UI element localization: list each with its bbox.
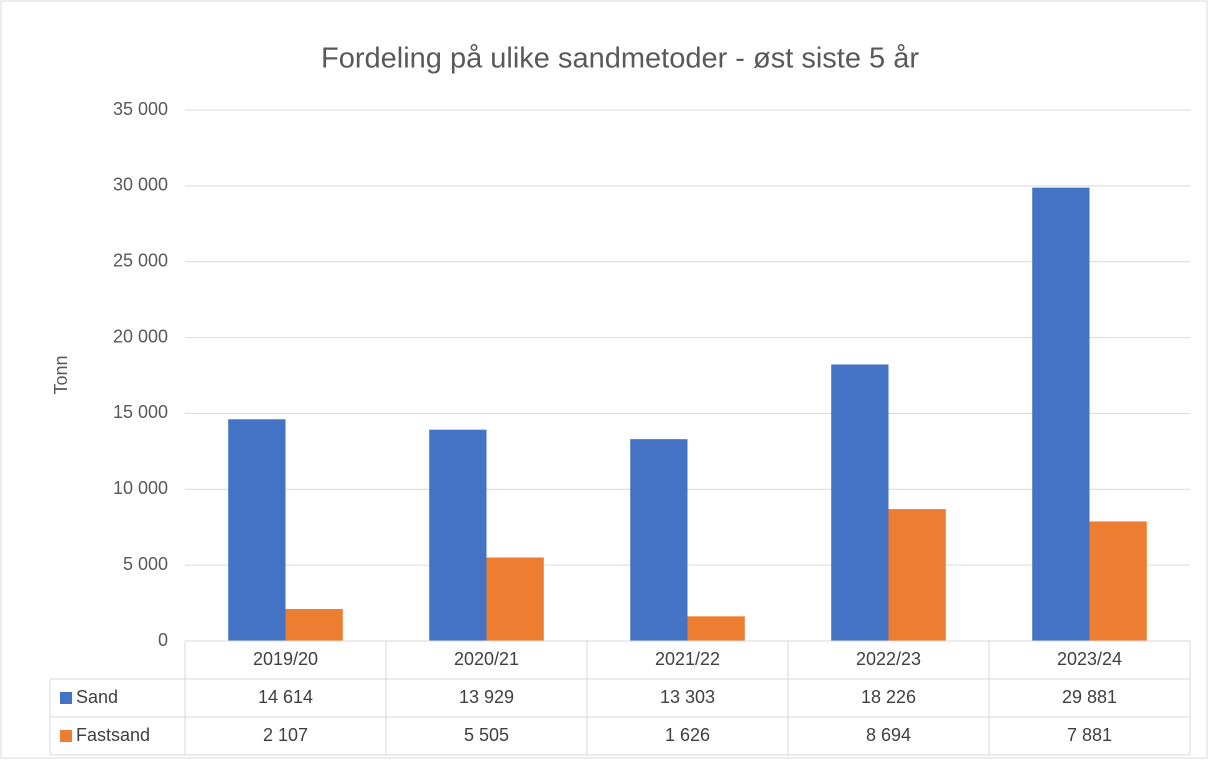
- bar: [429, 429, 487, 641]
- chart-title: Fordeling på ulike sandmetoder - øst sis…: [321, 43, 919, 75]
- y-tick-label: 15 000: [113, 402, 168, 422]
- y-tick-label: 0: [158, 630, 168, 650]
- y-tick-label: 35 000: [113, 99, 168, 119]
- legend-swatch: [60, 730, 72, 742]
- table-value: 18 226: [861, 687, 916, 707]
- table-value: 14 614: [258, 687, 313, 707]
- legend-swatch: [60, 692, 72, 704]
- y-tick-label: 10 000: [113, 478, 168, 498]
- x-tick-label: 2023/24: [1057, 649, 1122, 669]
- legend-label: Fastsand: [76, 725, 150, 745]
- y-axis-label: Tonn: [51, 355, 71, 394]
- bar: [888, 509, 946, 641]
- table-value: 13 303: [660, 687, 715, 707]
- table-value: 29 881: [1062, 687, 1117, 707]
- bar: [285, 609, 343, 641]
- table-value: 1 626: [665, 725, 710, 745]
- x-tick-label: 2020/21: [454, 649, 519, 669]
- bar: [1032, 187, 1090, 641]
- table-value: 8 694: [866, 725, 911, 745]
- bar: [486, 557, 544, 641]
- y-tick-label: 30 000: [113, 175, 168, 195]
- y-tick-label: 20 000: [113, 326, 168, 346]
- x-tick-label: 2019/20: [253, 649, 318, 669]
- y-tick-label: 25 000: [113, 250, 168, 270]
- table-value: 2 107: [263, 725, 308, 745]
- table-value: 5 505: [464, 725, 509, 745]
- bar: [687, 616, 745, 641]
- x-tick-label: 2022/23: [856, 649, 921, 669]
- legend-label: Sand: [76, 687, 118, 707]
- x-tick-label: 2021/22: [655, 649, 720, 669]
- bar: [1089, 521, 1147, 641]
- table-value: 13 929: [459, 687, 514, 707]
- table-value: 7 881: [1067, 725, 1112, 745]
- bar: [228, 419, 286, 641]
- y-tick-label: 5 000: [123, 554, 168, 574]
- bar: [630, 439, 688, 641]
- bar: [831, 364, 889, 641]
